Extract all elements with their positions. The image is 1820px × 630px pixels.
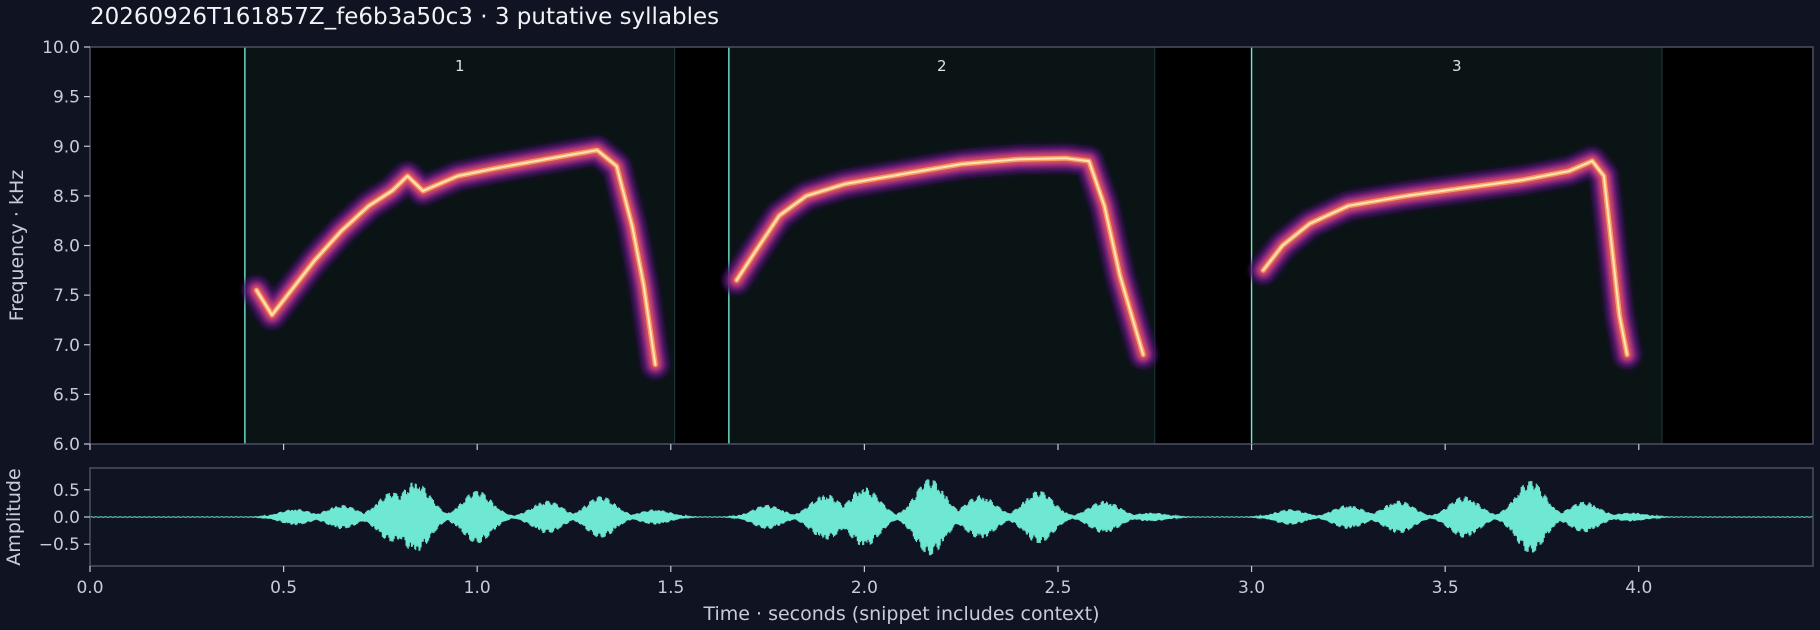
x-tick-label: 3.0 — [1238, 578, 1265, 598]
syllable-trace-layer — [735, 157, 1145, 356]
y-tick-label: 6.5 — [53, 385, 80, 405]
syllable-label: 2 — [937, 57, 947, 75]
syllable-trace — [1248, 146, 1643, 370]
y-tick-label: 10.0 — [42, 38, 80, 58]
y-tick-label: 0.5 — [53, 481, 80, 501]
syllable-trace — [721, 143, 1159, 370]
waveform-panel: 0.5 0.0 −0.5 0.0 0.5 1.0 1.5 2.0 2.5 3.0 3.5 4.0 Amp… — [3, 467, 1814, 625]
x-tick-label: 0.5 — [270, 578, 297, 598]
x-axis-label: Time · seconds (snippet includes context… — [702, 603, 1099, 625]
x-tick-label: 3.5 — [1432, 578, 1459, 598]
x-tick-label: 2.5 — [1044, 578, 1071, 598]
chart-title: 20260926T161857Z_fe6b3a50c3 · 3 putative… — [90, 4, 719, 30]
syllable-trace-layer — [255, 149, 657, 366]
syllable-region — [1251, 47, 1662, 444]
syllable-label: 3 — [1452, 57, 1462, 75]
x-tick-label: 2.0 — [851, 578, 878, 598]
y-tick-label: 7.0 — [53, 336, 80, 356]
syllable-region — [728, 47, 1155, 444]
waveform-trace — [89, 479, 1814, 556]
x-tick-label: 4.0 — [1625, 578, 1652, 598]
x-tick-label: 1.5 — [657, 578, 684, 598]
y-tick-label: 9.0 — [53, 137, 80, 157]
y-tick-label: −0.5 — [39, 535, 80, 555]
y-tick-label: 8.0 — [53, 237, 80, 257]
y-tick-label: 6.0 — [53, 435, 80, 455]
syllable-trace — [241, 135, 671, 380]
y-axis-label: Frequency · kHz — [6, 170, 28, 322]
syllable-label: 1 — [455, 57, 465, 75]
spectrogram-panel: 1 2 3 6.0 6.5 7.0 7.5 8.0 8.5 9.0 9.5 10.0 Frequency… — [6, 38, 1814, 455]
y-tick-label: 0.0 — [53, 508, 80, 528]
y-tick-label: 8.5 — [53, 187, 80, 207]
syllable-trace-layer — [1262, 160, 1629, 356]
x-tick-label: 0.0 — [76, 578, 103, 598]
x-tick-label: 1.0 — [464, 578, 491, 598]
y-tick-label: 9.5 — [53, 88, 80, 108]
y-axis-label: Amplitude — [3, 468, 25, 565]
y-tick-label: 7.5 — [53, 286, 80, 306]
